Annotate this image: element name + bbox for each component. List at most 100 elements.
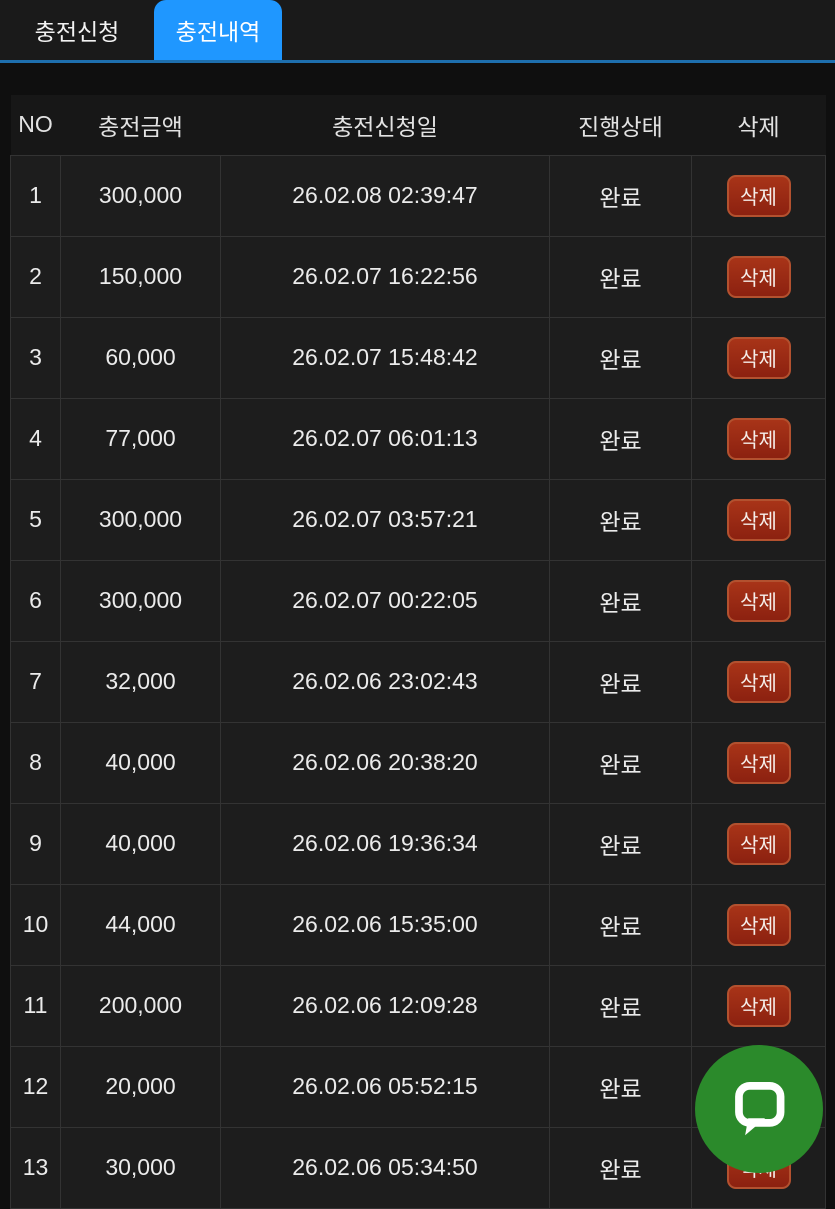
delete-button[interactable]: 삭제 (726, 498, 791, 541)
row-delete-cell: 삭제 (691, 235, 826, 318)
row-delete-cell: 삭제 (691, 316, 826, 399)
row-status: 완료 (549, 316, 692, 399)
row-request-date: 26.02.08 02:39:47 (220, 154, 550, 237)
header-delete: 삭제 (691, 95, 826, 155)
row-status: 완료 (549, 235, 692, 318)
delete-button[interactable]: 삭제 (726, 903, 791, 946)
row-no: 12 (10, 1045, 61, 1128)
table-row: 6 300,000 26.02.07 00:22:05 완료 삭제 (10, 559, 826, 642)
row-amount: 40,000 (60, 721, 221, 804)
row-amount: 44,000 (60, 883, 221, 966)
row-status: 완료 (549, 397, 692, 480)
delete-button[interactable]: 삭제 (726, 174, 791, 217)
chat-widget-button[interactable] (695, 1045, 823, 1173)
row-no: 8 (10, 721, 61, 804)
table-row: 3 60,000 26.02.07 15:48:42 완료 삭제 (10, 316, 826, 399)
header-status: 진행상태 (549, 95, 692, 155)
row-status: 완료 (549, 1045, 692, 1128)
row-amount: 200,000 (60, 964, 221, 1047)
delete-button[interactable]: 삭제 (726, 336, 791, 379)
row-delete-cell: 삭제 (691, 154, 826, 237)
row-request-date: 26.02.06 12:09:28 (220, 964, 550, 1047)
row-request-date: 26.02.06 05:52:15 (220, 1045, 550, 1128)
table-body: 1 300,000 26.02.08 02:39:47 완료 삭제 2 150,000 26.… (10, 154, 826, 1209)
row-amount: 300,000 (60, 559, 221, 642)
row-status: 완료 (549, 559, 692, 642)
row-delete-cell: 삭제 (691, 559, 826, 642)
delete-button[interactable]: 삭제 (726, 579, 791, 622)
row-request-date: 26.02.06 15:35:00 (220, 883, 550, 966)
row-no: 2 (10, 235, 61, 318)
delete-button[interactable]: 삭제 (726, 255, 791, 298)
table-row: 4 77,000 26.02.07 06:01:13 완료 삭제 (10, 397, 826, 480)
charge-history-table: NO 충전금액 충전신청일 진행상태 삭제 1 300,000 26.02.08 0… (10, 95, 826, 1209)
row-delete-cell: 삭제 (691, 478, 826, 561)
row-request-date: 26.02.07 16:22:56 (220, 235, 550, 318)
row-request-date: 26.02.07 15:48:42 (220, 316, 550, 399)
tab-charge-request[interactable]: 충전신청 (34, 19, 120, 45)
row-status: 완료 (549, 154, 692, 237)
table-row: 11 200,000 26.02.06 12:09:28 완료 삭제 (10, 964, 826, 1047)
table-header: NO 충전금액 충전신청일 진행상태 삭제 (10, 95, 826, 155)
row-status: 완료 (549, 721, 692, 804)
row-request-date: 26.02.06 05:34:50 (220, 1126, 550, 1209)
row-delete-cell: 삭제 (691, 721, 826, 804)
row-no: 13 (10, 1126, 61, 1209)
row-amount: 77,000 (60, 397, 221, 480)
row-no: 7 (10, 640, 61, 723)
chat-bubble-icon (735, 1082, 785, 1136)
row-amount: 300,000 (60, 478, 221, 561)
row-amount: 30,000 (60, 1126, 221, 1209)
row-no: 1 (10, 154, 61, 237)
row-delete-cell: 삭제 (691, 964, 826, 1047)
table-row: 1 300,000 26.02.08 02:39:47 완료 삭제 (10, 154, 826, 237)
table-row: 8 40,000 26.02.06 20:38:20 완료 삭제 (10, 721, 826, 804)
row-status: 완료 (549, 478, 692, 561)
tab-charge-history[interactable]: 충전내역 (154, 0, 282, 60)
row-status: 완료 (549, 802, 692, 885)
row-delete-cell: 삭제 (691, 802, 826, 885)
row-no: 5 (10, 478, 61, 561)
row-request-date: 26.02.06 20:38:20 (220, 721, 550, 804)
row-amount: 40,000 (60, 802, 221, 885)
row-request-date: 26.02.06 19:36:34 (220, 802, 550, 885)
row-amount: 20,000 (60, 1045, 221, 1128)
table-row: 5 300,000 26.02.07 03:57:21 완료 삭제 (10, 478, 826, 561)
header-amount: 충전금액 (60, 95, 221, 155)
row-status: 완료 (549, 883, 692, 966)
header-no: NO (10, 95, 61, 155)
row-no: 6 (10, 559, 61, 642)
row-delete-cell: 삭제 (691, 640, 826, 723)
row-request-date: 26.02.06 23:02:43 (220, 640, 550, 723)
delete-button[interactable]: 삭제 (726, 822, 791, 865)
row-amount: 32,000 (60, 640, 221, 723)
delete-button[interactable]: 삭제 (726, 417, 791, 460)
delete-button[interactable]: 삭제 (726, 660, 791, 703)
row-amount: 300,000 (60, 154, 221, 237)
row-request-date: 26.02.07 03:57:21 (220, 478, 550, 561)
charge-history-panel: NO 충전금액 충전신청일 진행상태 삭제 1 300,000 26.02.08 0… (0, 63, 835, 1209)
delete-button[interactable]: 삭제 (726, 984, 791, 1027)
row-no: 10 (10, 883, 61, 966)
tab-bar: 충전신청 충전내역 (0, 0, 835, 63)
table-row: 10 44,000 26.02.06 15:35:00 완료 삭제 (10, 883, 826, 966)
row-no: 3 (10, 316, 61, 399)
row-status: 완료 (549, 964, 692, 1047)
row-no: 11 (10, 964, 61, 1047)
table-row: 9 40,000 26.02.06 19:36:34 완료 삭제 (10, 802, 826, 885)
table-row: 2 150,000 26.02.07 16:22:56 완료 삭제 (10, 235, 826, 318)
row-status: 완료 (549, 1126, 692, 1209)
row-delete-cell: 삭제 (691, 883, 826, 966)
row-amount: 60,000 (60, 316, 221, 399)
header-request-date: 충전신청일 (220, 95, 550, 155)
row-no: 4 (10, 397, 61, 480)
row-amount: 150,000 (60, 235, 221, 318)
row-delete-cell: 삭제 (691, 397, 826, 480)
row-request-date: 26.02.07 06:01:13 (220, 397, 550, 480)
table-row: 7 32,000 26.02.06 23:02:43 완료 삭제 (10, 640, 826, 723)
row-status: 완료 (549, 640, 692, 723)
delete-button[interactable]: 삭제 (726, 741, 791, 784)
row-no: 9 (10, 802, 61, 885)
